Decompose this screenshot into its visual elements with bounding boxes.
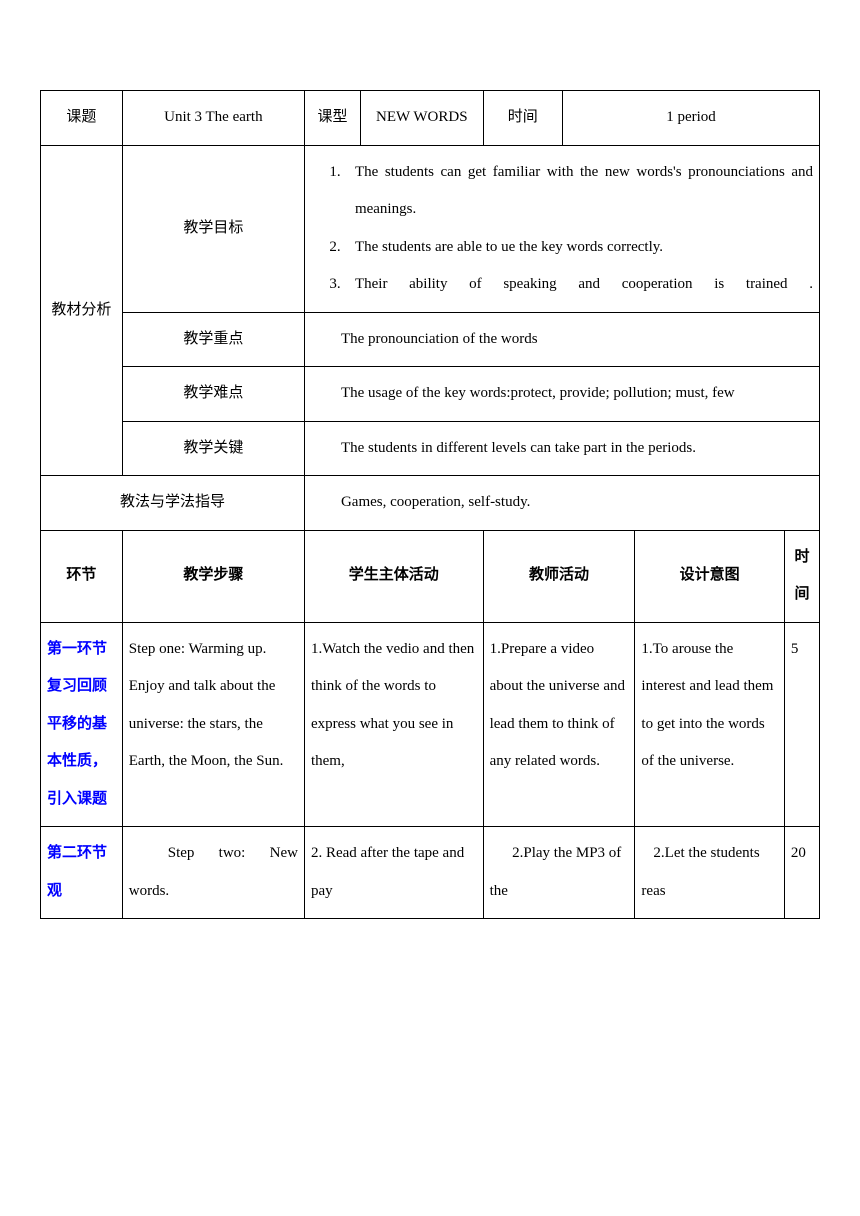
hdr-time: 时间 <box>784 530 819 622</box>
label-time: 时间 <box>483 91 562 146</box>
hdr-teacher: 教师活动 <box>483 530 635 622</box>
step1-activity: 1.Watch the vedio and then think of the … <box>304 622 483 827</box>
step1-time: 5 <box>784 622 819 827</box>
step2-activity: 2. Read after the tape and pay <box>304 827 483 919</box>
step1-row: 第一环节复习回顾平移的基本性质，引入课题 Step one: Warming u… <box>41 622 820 827</box>
step1-design: 1.To arouse the interest and lead them t… <box>635 622 784 827</box>
step2-step: Step two: New words. <box>122 827 304 919</box>
objective-3: Their ability of speaking and cooperatio… <box>355 266 813 304</box>
label-topic: 课题 <box>41 91 123 146</box>
step1-env: 第一环节复习回顾平移的基本性质，引入课题 <box>41 622 123 827</box>
value-topic: Unit 3 The earth <box>122 91 304 146</box>
step2-row: 第二环节 观 Step two: New words. 2. Read afte… <box>41 827 820 919</box>
label-material-analysis: 教材分析 <box>41 145 123 476</box>
step1-teacher: 1.Prepare a video about the universe and… <box>483 622 635 827</box>
value-time: 1 period <box>563 91 820 146</box>
key-teaching-row: 教学关键 The students in different levels ca… <box>41 421 820 476</box>
methods-row: 教法与学法指导 Games, cooperation, self-study. <box>41 476 820 531</box>
label-key-points: 教学重点 <box>122 312 304 367</box>
step2-time: 20 <box>784 827 819 919</box>
key-points-content: The pronounciation of the words <box>304 312 819 367</box>
step2-env: 第二环节 观 <box>41 827 123 919</box>
lesson-plan-table: 课题 Unit 3 The earth 课型 NEW WORDS 时间 1 pe… <box>40 90 820 919</box>
key-teaching-content: The students in different levels can tak… <box>304 421 819 476</box>
label-methods: 教法与学法指导 <box>41 476 305 531</box>
objectives-content: 1.The students can get familiar with the… <box>304 145 819 312</box>
label-type: 课型 <box>304 91 360 146</box>
step1-step: Step one: Warming up. Enjoy and talk abo… <box>122 622 304 827</box>
hdr-design: 设计意图 <box>635 530 784 622</box>
objective-2: The students are able to ue the key word… <box>355 229 813 267</box>
hdr-activity: 学生主体活动 <box>304 530 483 622</box>
label-difficulties: 教学难点 <box>122 367 304 422</box>
step2-design: 2.Let the students reas <box>635 827 784 919</box>
difficulties-content: The usage of the key words:protect, prov… <box>304 367 819 422</box>
methods-content: Games, cooperation, self-study. <box>304 476 819 531</box>
key-points-row: 教学重点 The pronounciation of the words <box>41 312 820 367</box>
value-type: NEW WORDS <box>361 91 484 146</box>
hdr-step: 教学步骤 <box>122 530 304 622</box>
objective-1: The students can get familiar with the n… <box>355 154 813 229</box>
step2-teacher: 2.Play the MP3 of the <box>483 827 635 919</box>
label-objectives: 教学目标 <box>122 145 304 312</box>
steps-header-row: 环节 教学步骤 学生主体活动 教师活动 设计意图 时间 <box>41 530 820 622</box>
difficulties-row: 教学难点 The usage of the key words:protect,… <box>41 367 820 422</box>
label-key-teaching: 教学关键 <box>122 421 304 476</box>
objectives-row: 教材分析 教学目标 1.The students can get familia… <box>41 145 820 312</box>
title-row: 课题 Unit 3 The earth 课型 NEW WORDS 时间 1 pe… <box>41 91 820 146</box>
hdr-env: 环节 <box>41 530 123 622</box>
